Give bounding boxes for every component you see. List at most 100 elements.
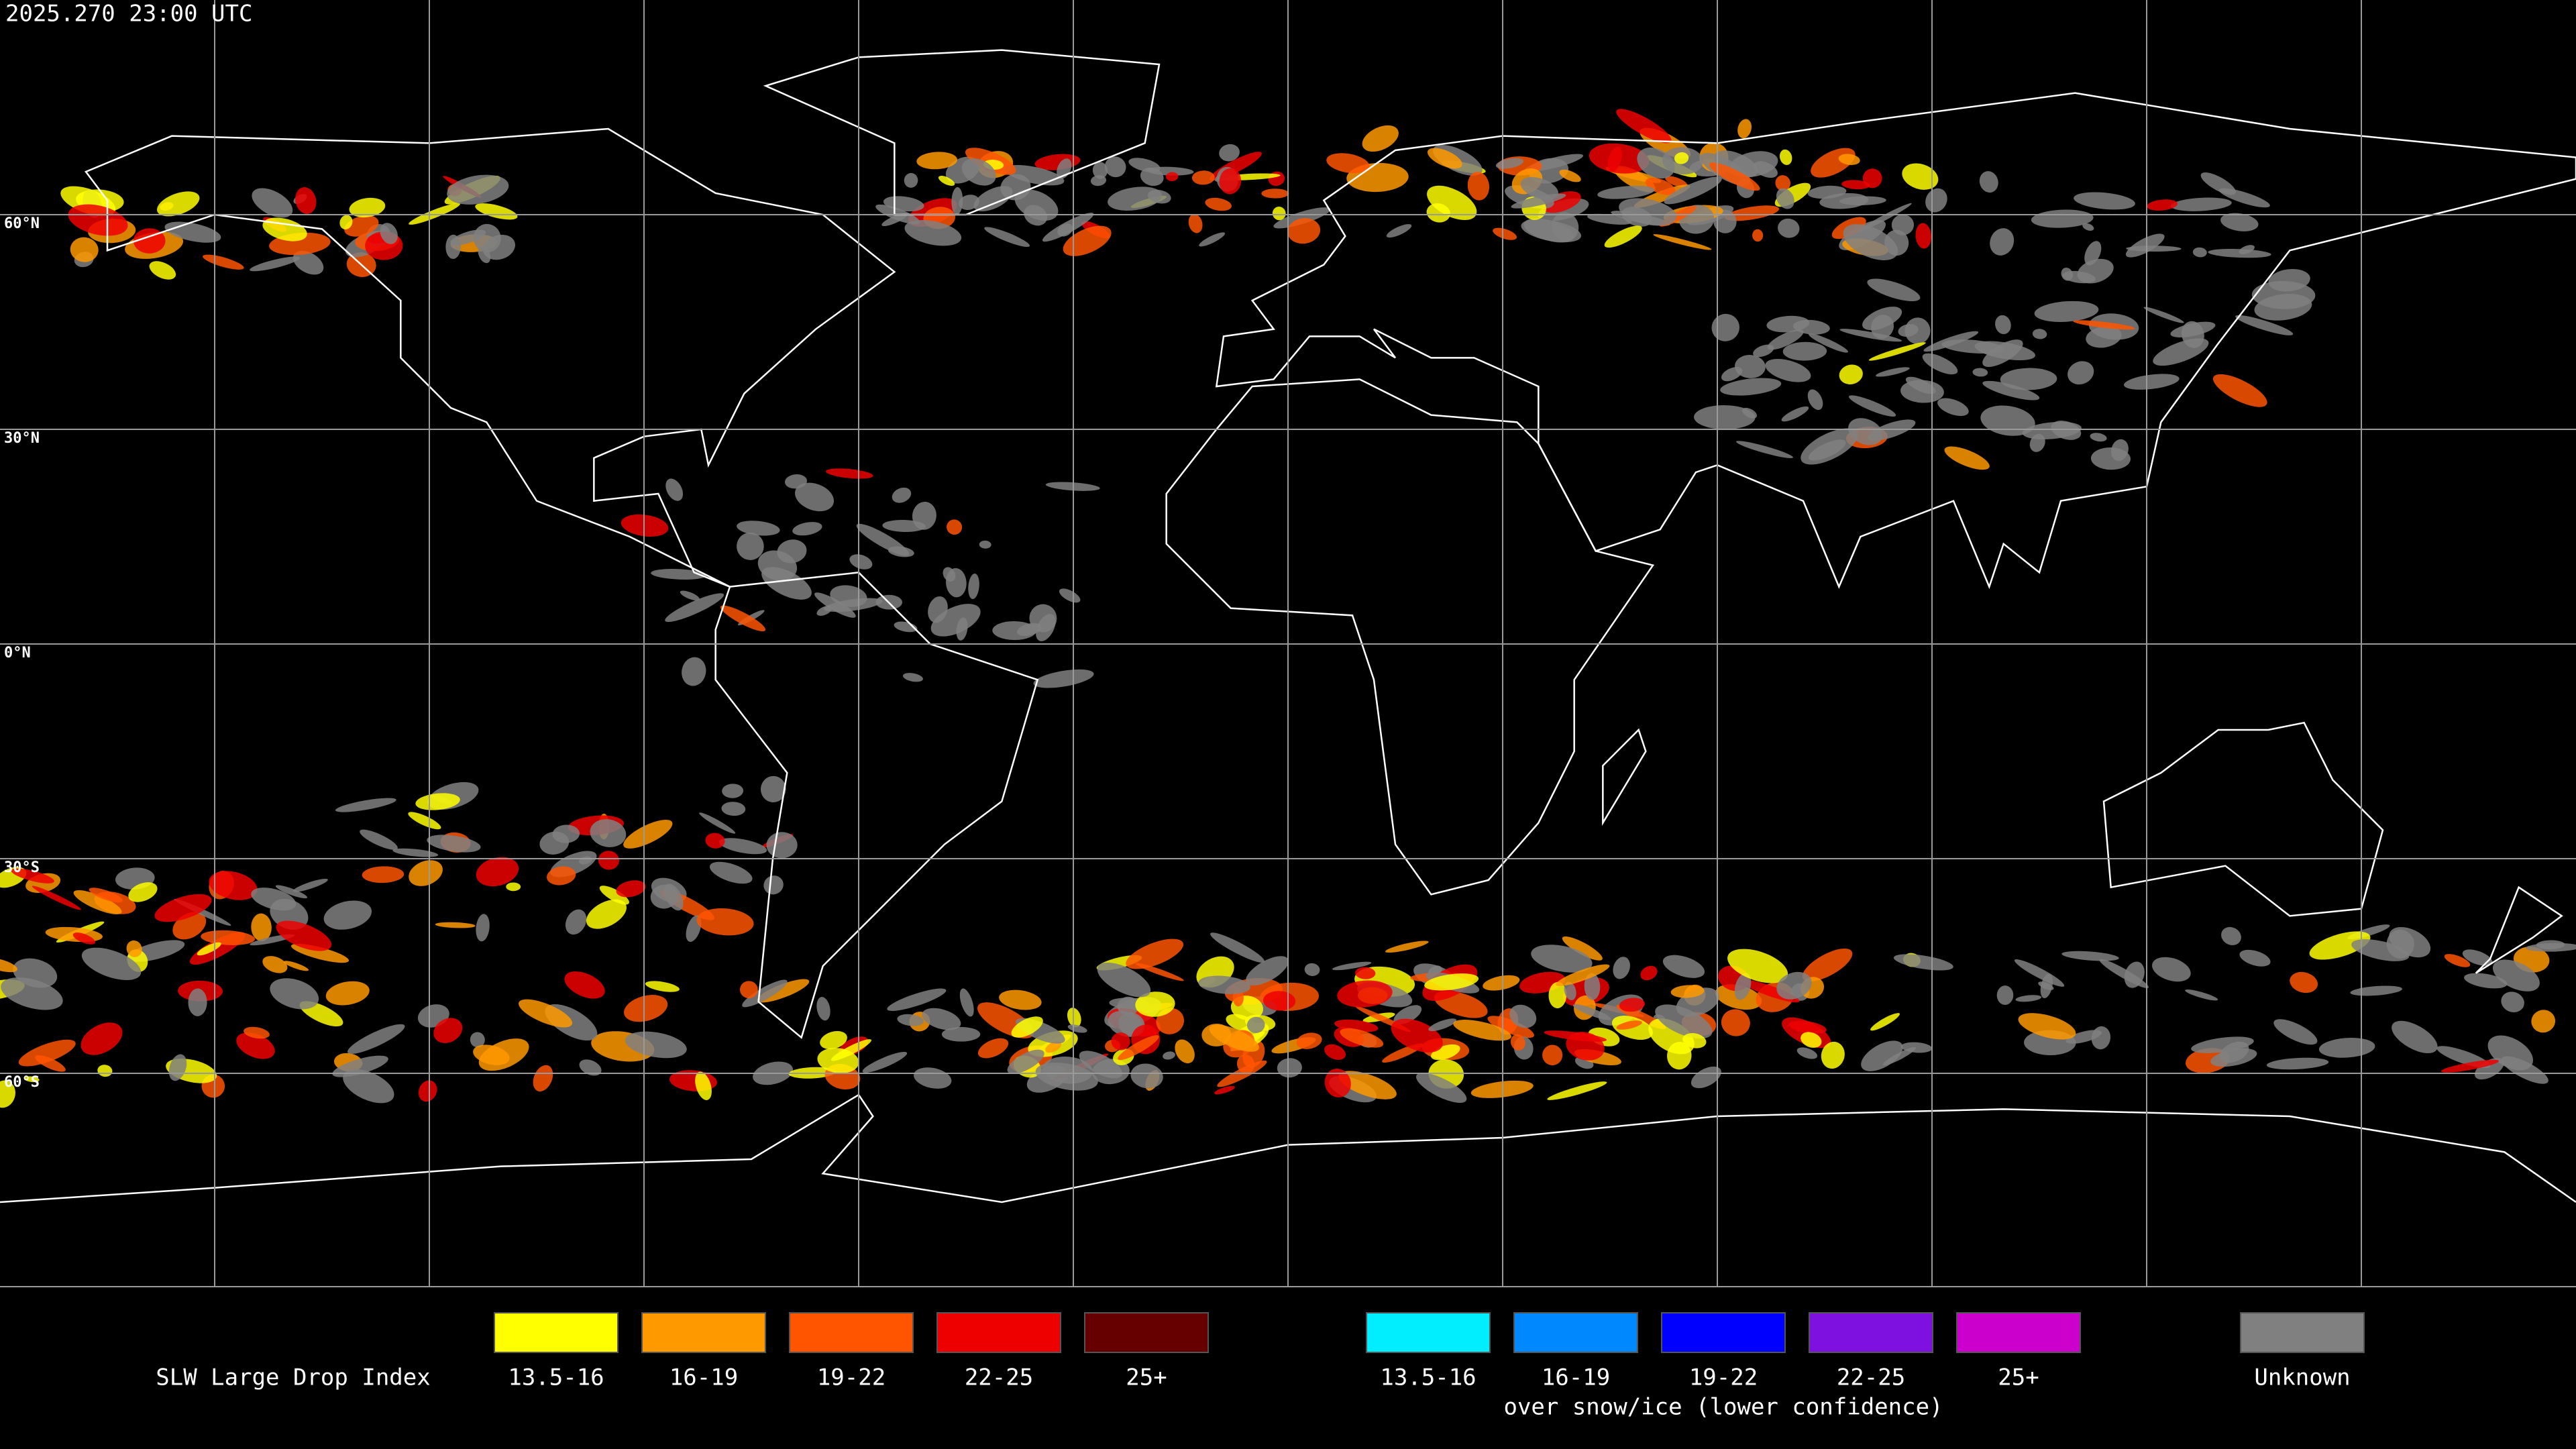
legend-label: 16-19 xyxy=(1542,1364,1610,1391)
cloud-patch xyxy=(1807,389,1823,411)
cloud-patch xyxy=(1427,185,1477,221)
cloud-patch xyxy=(1640,965,1658,981)
cloud-patch xyxy=(2152,957,2191,982)
legend-label: 25+ xyxy=(1998,1364,2039,1391)
cloud-patch xyxy=(2501,1056,2548,1084)
coastline xyxy=(0,1093,2576,1203)
cloud-patch xyxy=(1982,339,2023,367)
cloud-patch xyxy=(276,920,332,951)
cloud-patch xyxy=(1893,954,1953,971)
coastline xyxy=(2102,721,2384,917)
cloud-patch xyxy=(1982,380,2040,400)
cloud-patch xyxy=(1304,963,1320,976)
cloud-patch xyxy=(722,784,744,798)
cloud-patch xyxy=(721,802,746,816)
cloud-patch xyxy=(1163,1051,1175,1060)
cloud-patch xyxy=(1424,973,1479,991)
cloud-patch xyxy=(262,956,288,973)
legend-caption: over snow/ice (lower confidence) xyxy=(1503,1394,1943,1421)
legend-label: 13.5-16 xyxy=(508,1364,604,1391)
cloud-patch xyxy=(862,1052,908,1073)
cloud-patch xyxy=(1801,428,1858,465)
cloud-patch xyxy=(1839,329,1902,342)
cloud-patch xyxy=(475,203,518,220)
cloud-patch xyxy=(784,474,808,489)
cloud-patch xyxy=(1721,1009,1750,1036)
cloud-patch xyxy=(1483,975,1520,991)
cloud-patch xyxy=(1765,358,1811,382)
legend-swatch xyxy=(1084,1312,1209,1353)
cloud-patch xyxy=(1045,1041,1062,1053)
cloud-patch xyxy=(1616,1020,1642,1030)
cloud-patch xyxy=(1655,1004,1713,1039)
cloud-patch xyxy=(1564,981,1576,1000)
cloud-patch xyxy=(757,550,798,581)
cloud-patch xyxy=(705,833,725,849)
cloud-patch xyxy=(1531,945,1593,973)
cloud-patch xyxy=(1662,955,1705,978)
cloud-patch xyxy=(579,1059,602,1076)
cloud-patch xyxy=(154,894,212,922)
lat-label: 30°N xyxy=(4,430,40,447)
cloud-patch xyxy=(157,191,200,217)
cloud-patch xyxy=(902,673,923,682)
cloud-patch xyxy=(126,940,142,957)
cloud-patch xyxy=(2185,989,2218,1001)
cloud-patch xyxy=(2192,247,2207,258)
cloud-patch xyxy=(1775,175,1790,191)
cloud-patch xyxy=(1175,1039,1195,1064)
cloud-patch xyxy=(1493,227,1517,240)
cloud-patch xyxy=(1944,446,1990,470)
cloud-patch xyxy=(1925,188,1947,213)
cloud-patch xyxy=(699,812,736,834)
cloud-patch xyxy=(2084,241,2102,266)
cloud-patch xyxy=(1108,186,1163,211)
cloud-patch xyxy=(1898,324,1919,337)
cloud-patch xyxy=(418,1080,437,1102)
cloud-patch xyxy=(598,851,619,870)
cloud-patch xyxy=(1337,980,1393,1008)
cloud-patch xyxy=(826,468,873,479)
lat-label: 60°S xyxy=(4,1074,40,1091)
cloud-patch xyxy=(427,835,481,853)
cloud-patch xyxy=(1205,197,1232,211)
lat-label: 30°S xyxy=(4,859,40,876)
cloud-patch xyxy=(881,213,908,227)
cloud-patch xyxy=(1340,1028,1384,1048)
cloud-patch xyxy=(999,989,1042,1010)
cloud-patch xyxy=(295,187,317,214)
cloud-patch xyxy=(2392,1020,2438,1054)
cloud-patch xyxy=(1587,213,1632,225)
cloud-patch xyxy=(2061,267,2073,281)
cloud-patch xyxy=(1004,165,1065,186)
lat-label: 60°N xyxy=(4,215,40,232)
cloud-patch xyxy=(737,532,764,560)
cloud-patch xyxy=(2208,248,2271,258)
cloud-patch xyxy=(1011,1016,1043,1038)
cloud-patch xyxy=(270,978,319,1010)
cloud-patch xyxy=(1653,234,1712,250)
cloud-patch xyxy=(2492,959,2540,991)
cloud-patch xyxy=(1858,203,1912,232)
cloud-patch xyxy=(2014,959,2065,987)
cloud-patch xyxy=(1801,1032,1822,1048)
cloud-patch xyxy=(2525,943,2576,952)
cloud-patch xyxy=(1067,1008,1081,1028)
cloud-patch xyxy=(251,888,297,911)
cloud-patch xyxy=(1355,967,1376,979)
cloud-patch xyxy=(1690,1066,1721,1089)
cloud-patch xyxy=(946,568,967,598)
cloud-patches xyxy=(0,109,2576,1108)
cloud-patch xyxy=(718,838,767,855)
cloud-patch xyxy=(344,215,379,237)
cloud-patch xyxy=(1219,168,1242,195)
cloud-patch xyxy=(1523,218,1574,243)
cloud-patch xyxy=(506,882,521,892)
cloud-patch xyxy=(1670,985,1705,998)
cloud-patch xyxy=(1104,156,1126,178)
cloud-patch xyxy=(2068,361,2094,385)
legend-swatch xyxy=(494,1312,619,1353)
cloud-patch xyxy=(1713,209,1737,233)
cloud-patch xyxy=(968,573,979,599)
